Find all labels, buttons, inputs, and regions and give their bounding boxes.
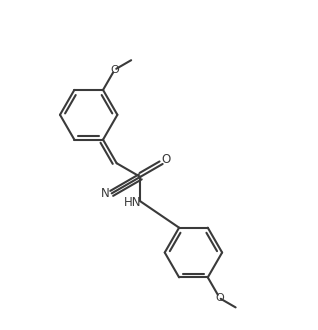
Text: N: N — [100, 187, 109, 200]
Text: O: O — [215, 293, 224, 303]
Text: HN: HN — [123, 196, 141, 209]
Text: O: O — [162, 153, 171, 166]
Text: O: O — [110, 65, 119, 75]
